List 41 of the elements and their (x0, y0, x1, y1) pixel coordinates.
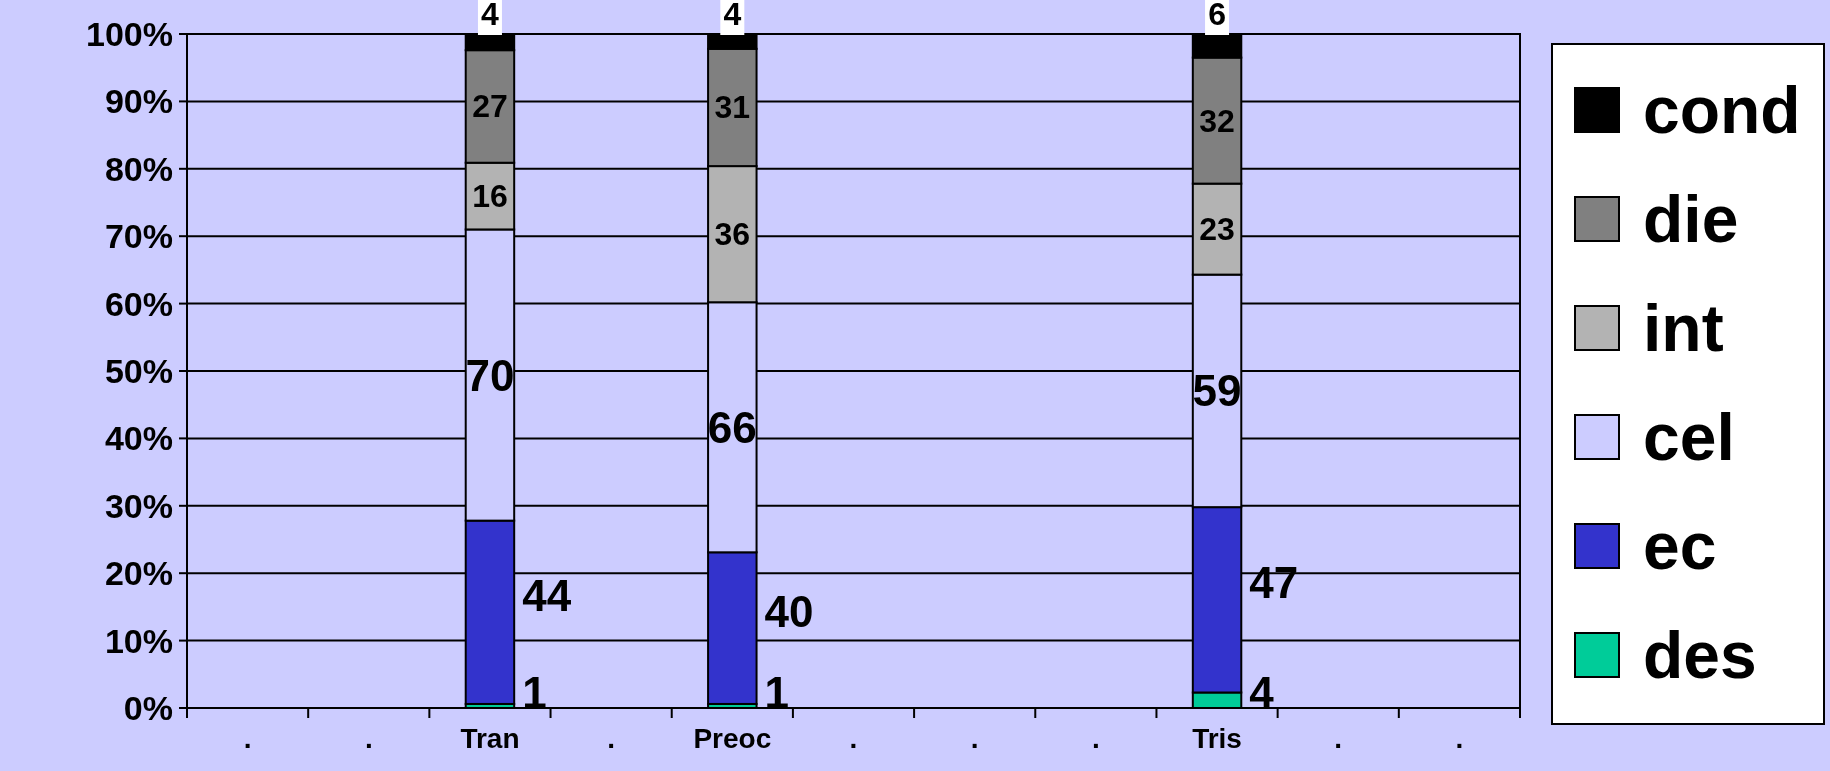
annotation: 70 (465, 350, 515, 400)
y-tick-label: 40% (104, 419, 173, 458)
y-tick-label: 50% (104, 352, 173, 390)
annotation: 23 (1199, 211, 1235, 248)
y-tick-label: 10% (104, 621, 173, 660)
x-tick-label: . (970, 723, 979, 754)
x-tick-label: . (364, 723, 373, 754)
y-tick-label: 30% (104, 486, 173, 525)
legend-label: cel (1643, 400, 1735, 474)
annotation: 44 (522, 570, 572, 620)
annotation: 36 (714, 216, 751, 253)
annotation: 47 (1249, 558, 1299, 608)
annotation: 4 (1249, 668, 1275, 717)
y-tick-label: 0% (123, 689, 173, 727)
legend-label: ec (1643, 509, 1717, 583)
y-tick-label: 60% (104, 284, 173, 323)
legend-label: die (1643, 182, 1739, 256)
annotation: 40 (764, 586, 814, 636)
x-tick-label: . (243, 723, 252, 754)
x-tick-label: . (607, 723, 616, 754)
annotation: 16 (472, 178, 508, 215)
x-tick-label: . (1455, 723, 1464, 754)
annotation: 66 (707, 402, 757, 452)
x-tick-label: Tran (460, 723, 520, 754)
x-tick-label: . (849, 723, 858, 754)
x-tick-label: . (1091, 723, 1100, 754)
legend-label: des (1643, 618, 1757, 692)
annotation: 31 (714, 89, 751, 126)
x-tick-label: . (1334, 723, 1343, 754)
y-tick-label: 100% (86, 15, 173, 53)
y-tick-label: 70% (104, 217, 173, 256)
y-tick-label: 90% (104, 82, 173, 121)
legend-label: cond (1643, 73, 1801, 147)
y-tick-label: 20% (104, 554, 173, 593)
annotation: 59 (1192, 366, 1242, 416)
y-tick-label: 80% (104, 149, 173, 188)
x-tick-label: Tris (1192, 723, 1242, 754)
legend-label: int (1643, 291, 1724, 365)
annotation: 27 (472, 88, 508, 125)
x-tick-label: Preoc (693, 723, 772, 754)
annotation: 32 (1199, 102, 1235, 139)
